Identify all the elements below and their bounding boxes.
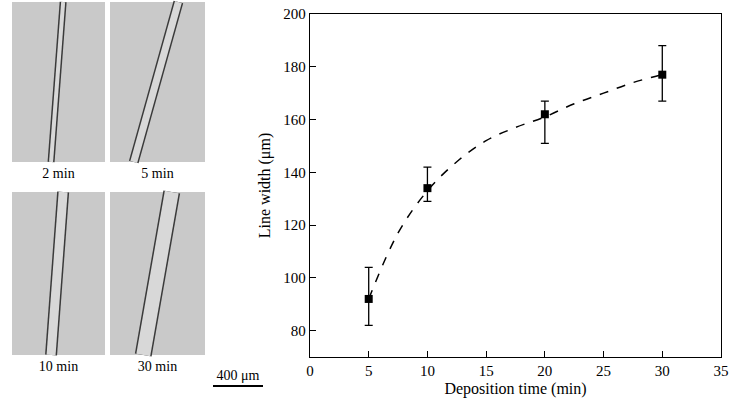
svg-text:Line width (μm): Line width (μm) <box>256 133 274 238</box>
svg-text:200: 200 <box>283 6 306 22</box>
svg-text:140: 140 <box>283 165 306 181</box>
svg-text:Deposition time (min): Deposition time (min) <box>444 380 586 398</box>
svg-text:10 min: 10 min <box>39 359 78 374</box>
svg-text:25: 25 <box>596 363 611 379</box>
svg-text:15: 15 <box>479 363 494 379</box>
svg-text:160: 160 <box>283 112 306 128</box>
svg-text:120: 120 <box>283 217 306 233</box>
svg-text:100: 100 <box>283 270 306 286</box>
svg-text:80: 80 <box>291 323 306 339</box>
svg-text:0: 0 <box>306 363 314 379</box>
svg-text:2 min: 2 min <box>42 166 74 181</box>
svg-text:30 min: 30 min <box>138 359 177 374</box>
svg-text:30: 30 <box>655 363 670 379</box>
svg-text:10: 10 <box>420 363 435 379</box>
svg-text:180: 180 <box>283 59 306 75</box>
svg-text:5 min: 5 min <box>141 166 173 181</box>
svg-text:35: 35 <box>714 363 729 379</box>
svg-text:20: 20 <box>537 363 552 379</box>
svg-text:400 μm: 400 μm <box>217 368 260 383</box>
svg-text:5: 5 <box>365 363 373 379</box>
